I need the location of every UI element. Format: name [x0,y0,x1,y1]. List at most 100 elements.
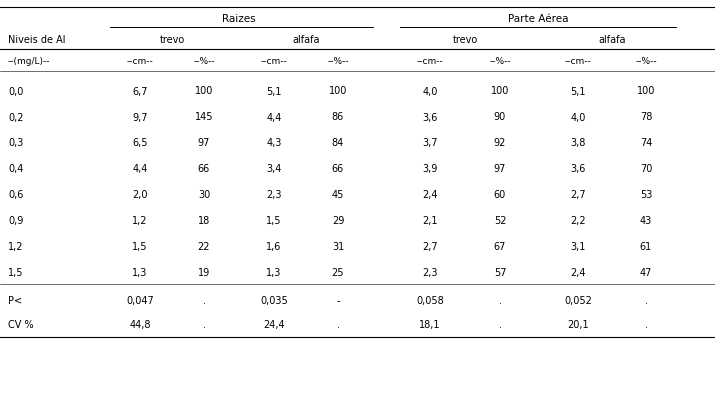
Text: 74: 74 [640,138,652,148]
Text: 2,2: 2,2 [570,216,586,226]
Text: 100: 100 [329,86,347,96]
Text: 29: 29 [332,216,344,226]
Text: 3,9: 3,9 [423,164,438,174]
Text: 18: 18 [198,216,210,226]
Text: 1,5: 1,5 [132,242,148,252]
Text: 0,058: 0,058 [416,296,444,306]
Text: trevo: trevo [453,35,478,45]
Text: 1,2: 1,2 [132,216,148,226]
Text: 97: 97 [198,138,210,148]
Text: 5,1: 5,1 [266,86,282,96]
Text: 52: 52 [494,216,506,226]
Text: .: . [337,320,340,329]
Text: 6,7: 6,7 [132,86,148,96]
Text: 0,0: 0,0 [8,86,24,96]
Text: 0,3: 0,3 [8,138,24,148]
Text: 45: 45 [332,190,344,200]
Text: .: . [644,296,648,306]
Text: 22: 22 [198,242,210,252]
Text: P<: P< [8,296,22,306]
Text: --%--: --%-- [489,57,511,66]
Text: 2,4: 2,4 [423,190,438,200]
Text: 43: 43 [640,216,652,226]
Text: 57: 57 [494,268,506,278]
Text: 0,9: 0,9 [8,216,24,226]
Text: .: . [498,320,501,329]
Text: 0,4: 0,4 [8,164,24,174]
Text: 44,8: 44,8 [129,320,151,329]
Text: alfafa: alfafa [292,35,320,45]
Text: 66: 66 [198,164,210,174]
Text: 3,1: 3,1 [571,242,586,252]
Text: --cm--: --cm-- [127,57,154,66]
Text: 4,0: 4,0 [423,86,438,96]
Text: 61: 61 [640,242,652,252]
Text: 60: 60 [494,190,506,200]
Text: --cm--: --cm-- [261,57,287,66]
Text: 1,6: 1,6 [266,242,282,252]
Text: .: . [202,296,205,306]
Text: 1,5: 1,5 [8,268,24,278]
Text: --%--: --%-- [327,57,349,66]
Text: --%--: --%-- [635,57,657,66]
Text: 0,2: 0,2 [8,112,24,122]
Text: 3,8: 3,8 [571,138,586,148]
Text: 4,3: 4,3 [266,138,282,148]
Text: .: . [498,296,501,306]
Text: 1,2: 1,2 [8,242,24,252]
Text: 2,7: 2,7 [422,242,438,252]
Text: 86: 86 [332,112,344,122]
Text: --(mg/L)--: --(mg/L)-- [8,57,51,66]
Text: 2,1: 2,1 [423,216,438,226]
Text: 66: 66 [332,164,344,174]
Text: 20,1: 20,1 [567,320,589,329]
Text: CV %: CV % [8,320,34,329]
Text: 3,6: 3,6 [423,112,438,122]
Text: Niveis de Al: Niveis de Al [8,35,66,45]
Text: 19: 19 [198,268,210,278]
Text: 5,1: 5,1 [571,86,586,96]
Text: 1,3: 1,3 [266,268,282,278]
Text: 0,052: 0,052 [564,296,592,306]
Text: 25: 25 [332,268,344,278]
Text: 70: 70 [640,164,652,174]
Text: 47: 47 [640,268,652,278]
Text: alfafa: alfafa [598,35,626,45]
Text: .: . [644,320,648,329]
Text: 2,4: 2,4 [571,268,586,278]
Text: 3,7: 3,7 [423,138,438,148]
Text: 53: 53 [640,190,652,200]
Text: 1,3: 1,3 [132,268,148,278]
Text: 90: 90 [494,112,506,122]
Text: 100: 100 [490,86,509,96]
Text: 100: 100 [194,86,213,96]
Text: trevo: trevo [159,35,184,45]
Text: 3,4: 3,4 [266,164,282,174]
Text: 67: 67 [494,242,506,252]
Text: --cm--: --cm-- [565,57,591,66]
Text: 0,035: 0,035 [260,296,288,306]
Text: 3,6: 3,6 [571,164,586,174]
Text: 145: 145 [194,112,213,122]
Text: 100: 100 [637,86,655,96]
Text: 84: 84 [332,138,344,148]
Text: 4,0: 4,0 [571,112,586,122]
Text: 0,047: 0,047 [126,296,154,306]
Text: Parte Aérea: Parte Aérea [508,14,568,24]
Text: 4,4: 4,4 [266,112,282,122]
Text: 1,5: 1,5 [266,216,282,226]
Text: --%--: --%-- [193,57,214,66]
Text: 9,7: 9,7 [132,112,148,122]
Text: 31: 31 [332,242,344,252]
Text: Raizes: Raizes [222,14,256,24]
Text: 2,3: 2,3 [266,190,282,200]
Text: 78: 78 [640,112,652,122]
Text: --cm--: --cm-- [417,57,443,66]
Text: 6,5: 6,5 [132,138,148,148]
Text: 30: 30 [198,190,210,200]
Text: -: - [336,296,340,306]
Text: 24,4: 24,4 [263,320,285,329]
Text: 97: 97 [494,164,506,174]
Text: 2,3: 2,3 [423,268,438,278]
Text: 2,7: 2,7 [570,190,586,200]
